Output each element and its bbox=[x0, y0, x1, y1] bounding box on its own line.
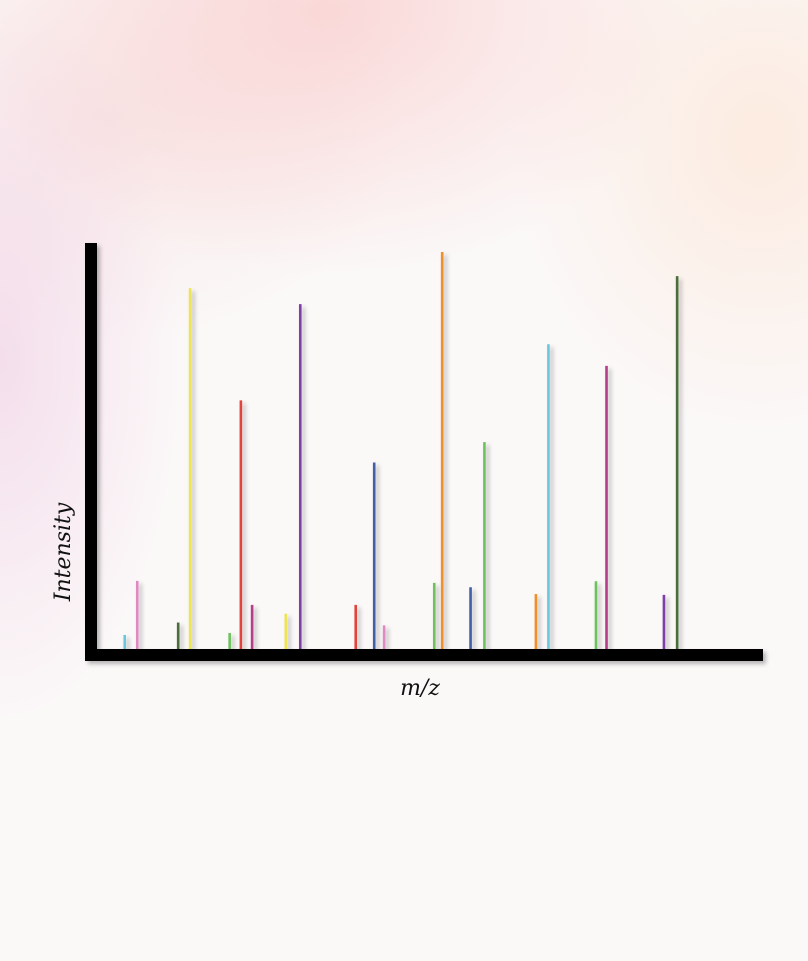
axes-group bbox=[85, 243, 763, 661]
x-axis-label: m/z bbox=[400, 676, 440, 701]
peaks-group bbox=[123, 252, 679, 649]
y-axis-label: Intensity bbox=[51, 502, 76, 602]
